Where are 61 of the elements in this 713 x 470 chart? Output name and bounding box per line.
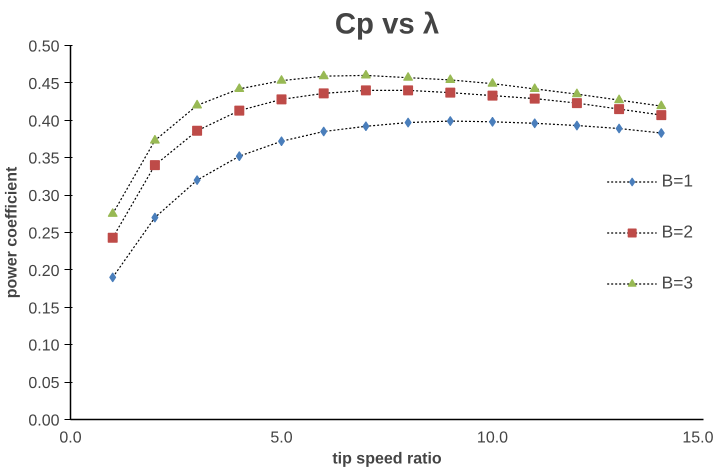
point <box>488 90 498 101</box>
y-tick-label: 0.35 <box>28 150 60 168</box>
y-tick-label: 0.15 <box>28 300 60 318</box>
point <box>150 160 160 170</box>
point <box>362 121 370 132</box>
point <box>194 175 201 186</box>
point <box>572 98 582 108</box>
point <box>276 74 286 84</box>
legend-label: B=1 <box>662 170 693 192</box>
point <box>320 126 328 137</box>
point <box>573 120 580 131</box>
y-tick-label: 0.05 <box>28 375 60 392</box>
point <box>658 128 665 138</box>
point <box>404 118 412 128</box>
point <box>234 106 244 116</box>
y-tick-label: 0.50 <box>28 38 60 56</box>
point <box>151 212 158 223</box>
point <box>614 94 624 104</box>
point <box>656 100 666 110</box>
point <box>530 94 540 104</box>
y-tick-label: 0.30 <box>28 188 60 206</box>
point <box>150 134 160 144</box>
point <box>318 88 329 98</box>
point <box>656 110 666 120</box>
point <box>360 70 371 79</box>
point <box>360 85 371 96</box>
point <box>192 126 202 136</box>
point <box>234 83 244 92</box>
y-tick-label: 0.20 <box>28 262 60 280</box>
x-axis-title: tip speed ratio <box>332 450 442 468</box>
y-tick-label: 0.40 <box>28 113 60 130</box>
point <box>236 151 243 162</box>
point <box>276 94 286 104</box>
x-tick-label: 15.0 <box>682 430 713 446</box>
x-tick-label: 10.0 <box>476 430 508 446</box>
x-tick-label: 0.0 <box>59 430 82 446</box>
point <box>530 83 540 92</box>
point <box>318 70 329 80</box>
y-tick-label: 0.10 <box>28 338 60 355</box>
point <box>403 85 414 96</box>
point <box>446 116 454 126</box>
point <box>488 78 498 87</box>
point <box>572 88 582 98</box>
point <box>109 272 116 282</box>
legend-label: B=3 <box>662 272 693 294</box>
x-tick-label: 5.0 <box>270 430 293 446</box>
point <box>108 208 118 217</box>
point <box>108 232 118 243</box>
point <box>616 124 623 134</box>
point <box>403 72 414 81</box>
y-axis-title: power coefficient <box>3 166 20 298</box>
point <box>531 118 538 128</box>
point <box>192 100 202 108</box>
point <box>614 104 624 114</box>
y-tick-label: 0.45 <box>28 76 60 93</box>
y-tick-label: 0.25 <box>28 226 60 242</box>
point <box>445 88 456 98</box>
y-tick-label: 0.00 <box>28 412 60 430</box>
legend-label: B=2 <box>662 222 693 242</box>
chart-title: Cp vs λ <box>334 8 440 40</box>
point <box>445 74 456 84</box>
